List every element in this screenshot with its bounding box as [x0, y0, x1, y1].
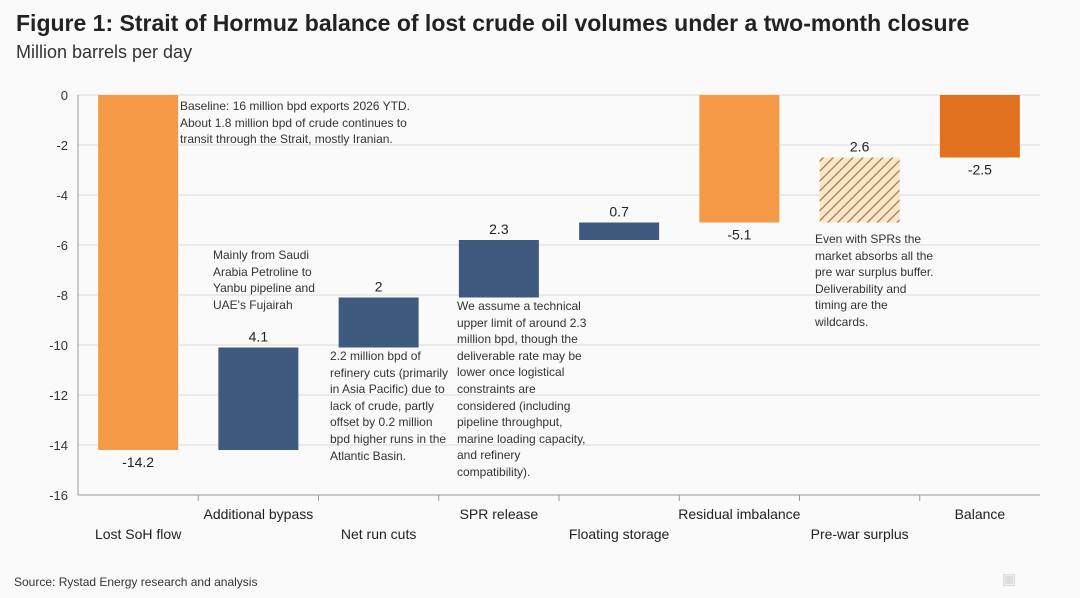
y-tick-label: -6	[56, 238, 68, 253]
bar-additional-bypass	[218, 347, 299, 450]
x-category-label: Balance	[955, 506, 1006, 522]
x-category-label: Floating storage	[569, 526, 670, 542]
bar-spr-release	[458, 240, 539, 298]
y-axis-unit-label: Million barrels per day	[16, 42, 193, 62]
bar-residual-imbalance	[699, 95, 780, 223]
data-label: 2.6	[850, 139, 870, 155]
data-label: 2	[375, 279, 383, 295]
source-note: Source: Rystad Energy research and analy…	[14, 575, 258, 589]
y-tick-label: -4	[56, 188, 68, 203]
data-label: 0.7	[609, 204, 629, 220]
chart-title: Figure 1: Strait of Hormuz balance of lo…	[16, 10, 970, 36]
data-label: 4.1	[249, 329, 269, 345]
annotation-bypass: Mainly from Saudi Arabia Petroline to Ya…	[213, 248, 315, 312]
annotation-surplus: Even with SPRs the market absorbs all th…	[815, 232, 934, 329]
bar-pre-war-surplus	[819, 157, 900, 223]
x-category-label: Pre-war surplus	[811, 526, 909, 542]
data-label: -14.2	[122, 454, 154, 470]
x-category-label: Additional bypass	[204, 506, 314, 522]
watermark-logo: ▣	[1002, 571, 1017, 588]
data-label: -5.1	[727, 227, 751, 243]
y-tick-label: -2	[56, 138, 68, 153]
y-tick-label: -14	[49, 438, 68, 453]
annotation-spr: We assume a technical upper limit of aro…	[457, 299, 587, 479]
bar-net-run-cuts	[338, 297, 419, 348]
y-tick-label: -8	[56, 288, 68, 303]
y-tick-label: -10	[49, 338, 68, 353]
data-label: -2.5	[968, 162, 992, 178]
bar-floating-storage	[579, 222, 660, 240]
bar-balance	[939, 95, 1020, 158]
data-label: 2.3	[489, 221, 509, 237]
bar-lost-soh-flow	[98, 95, 179, 450]
annotation-run-cuts: 2.2 million bpd of refinery cuts (primar…	[330, 349, 449, 463]
x-category-label: Residual imbalance	[678, 506, 800, 522]
y-tick-label: 0	[61, 88, 68, 103]
x-category-label: SPR release	[460, 506, 539, 522]
y-tick-label: -12	[49, 388, 68, 403]
x-category-label: Lost SoH flow	[95, 526, 182, 542]
annotation-baseline: Baseline: 16 million bpd exports 2026 YT…	[180, 99, 410, 147]
y-tick-label: -16	[49, 488, 68, 503]
x-category-label: Net run cuts	[341, 526, 416, 542]
